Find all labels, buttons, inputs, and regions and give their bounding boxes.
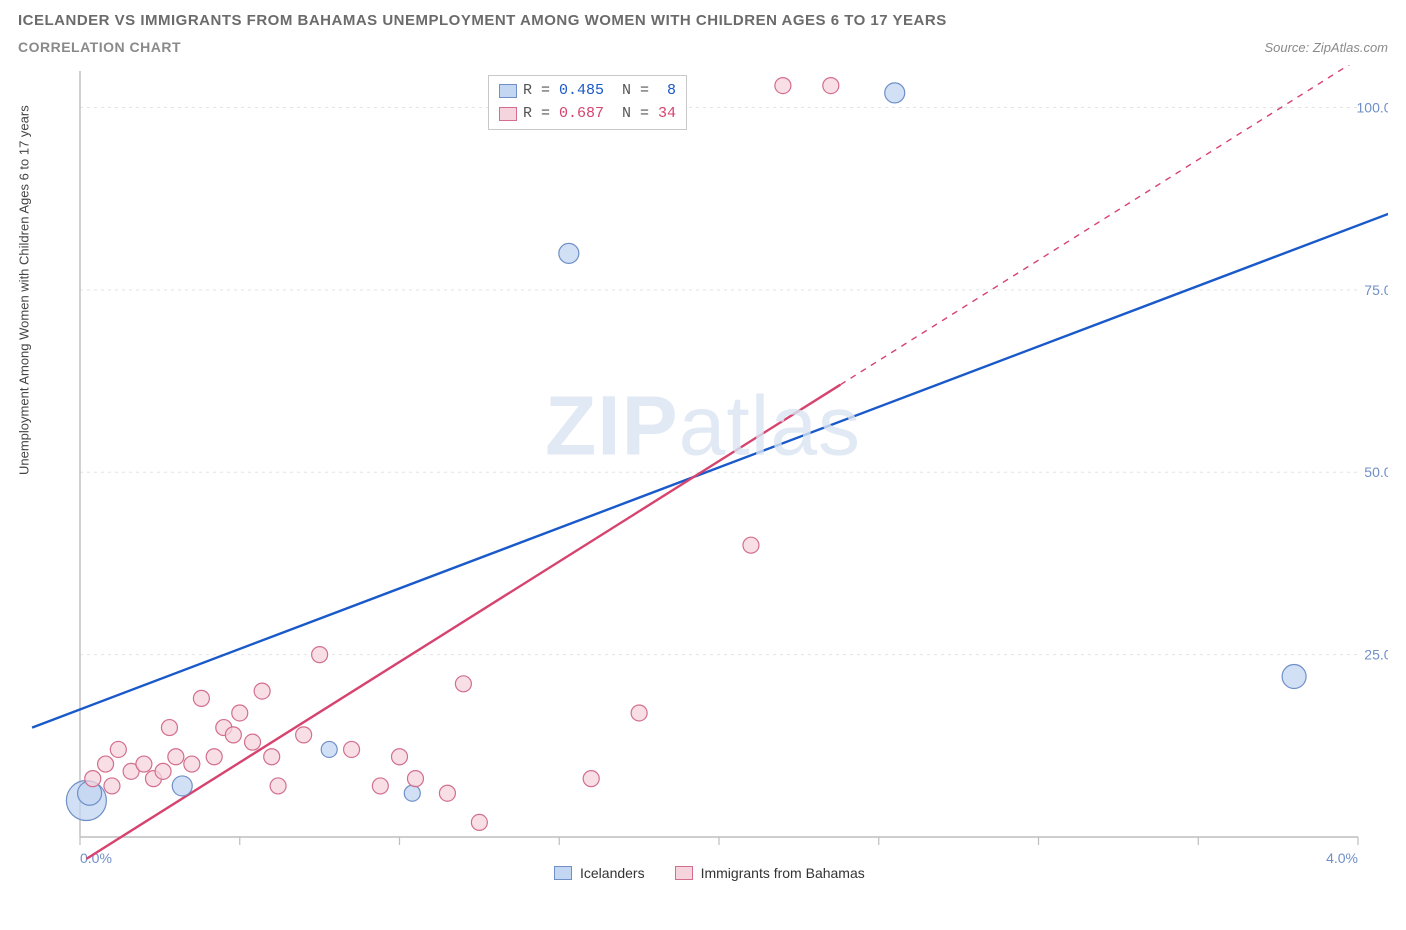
legend-item: Icelanders (554, 865, 645, 881)
data-point (583, 771, 599, 787)
correlation-stats-box: R = 0.485 N = 8R = 0.687 N = 34 (488, 75, 687, 130)
data-point (439, 785, 455, 801)
data-point (193, 690, 209, 706)
data-point (110, 741, 126, 757)
data-point (296, 727, 312, 743)
data-point (225, 727, 241, 743)
source-attribution: Source: ZipAtlas.com (1264, 40, 1388, 55)
stats-row: R = 0.485 N = 8 (499, 80, 676, 103)
data-point (372, 778, 388, 794)
legend-label: Icelanders (580, 865, 645, 881)
stats-row: R = 0.687 N = 34 (499, 103, 676, 126)
data-point (775, 78, 791, 94)
legend-label: Immigrants from Bahamas (701, 865, 865, 881)
legend: Icelanders Immigrants from Bahamas (554, 865, 865, 881)
data-point (1282, 665, 1306, 689)
trend-line-extrapolated (840, 65, 1374, 385)
data-point (254, 683, 270, 699)
data-point (264, 749, 280, 765)
chart-title: ICELANDER VS IMMIGRANTS FROM BAHAMAS UNE… (18, 12, 947, 29)
legend-swatch (499, 107, 517, 121)
data-point (392, 749, 408, 765)
legend-item: Immigrants from Bahamas (675, 865, 865, 881)
data-point (161, 720, 177, 736)
data-point (245, 734, 261, 750)
y-tick-label: 100.0% (1357, 99, 1388, 115)
data-point (206, 749, 222, 765)
stats-text: R = 0.687 N = 34 (523, 103, 676, 126)
legend-swatch (675, 866, 693, 880)
data-point (232, 705, 248, 721)
data-point (168, 749, 184, 765)
data-point (404, 785, 420, 801)
trend-line (86, 385, 840, 859)
data-point (885, 83, 905, 103)
data-point (98, 756, 114, 772)
data-point (823, 78, 839, 94)
trend-line (32, 213, 1388, 727)
x-tick-label: 4.0% (1326, 850, 1358, 866)
chart-subtitle: CORRELATION CHART (18, 39, 947, 55)
y-tick-label: 50.0% (1364, 464, 1388, 480)
data-point (743, 537, 759, 553)
chart-frame: Unemployment Among Women with Children A… (18, 65, 1388, 885)
stats-text: R = 0.485 N = 8 (523, 80, 676, 103)
data-point (321, 741, 337, 757)
data-point (631, 705, 647, 721)
data-point (104, 778, 120, 794)
data-point (455, 676, 471, 692)
data-point (136, 756, 152, 772)
data-point (85, 771, 101, 787)
data-point (407, 771, 423, 787)
data-point (155, 763, 171, 779)
y-tick-label: 25.0% (1364, 647, 1388, 663)
data-point (270, 778, 286, 794)
data-point (172, 776, 192, 796)
y-tick-label: 75.0% (1364, 282, 1388, 298)
data-point (344, 741, 360, 757)
data-point (184, 756, 200, 772)
y-axis-label: Unemployment Among Women with Children A… (17, 105, 32, 475)
legend-swatch (499, 84, 517, 98)
scatter-chart: 25.0%50.0%75.0%100.0%0.0%4.0% (18, 65, 1388, 885)
data-point (471, 814, 487, 830)
legend-swatch (554, 866, 572, 880)
data-point (559, 243, 579, 263)
data-point (312, 647, 328, 663)
